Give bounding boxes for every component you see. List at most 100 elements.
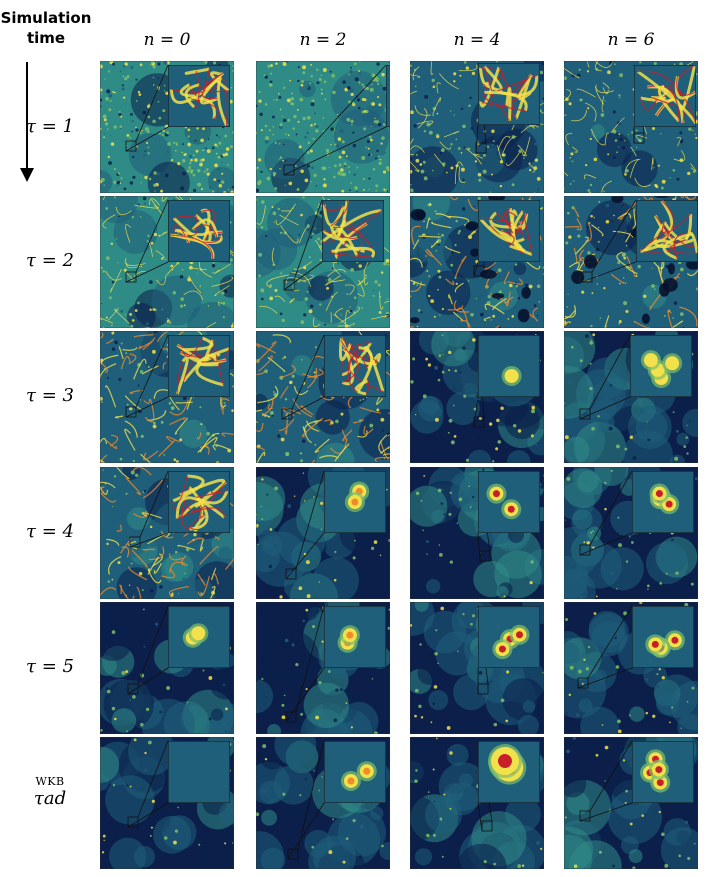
panel-r5-c2 — [256, 602, 390, 734]
zoom-source-square — [473, 416, 485, 428]
zoom-inset — [478, 335, 540, 397]
wkb-tau: τad — [33, 788, 67, 809]
zoom-inset — [478, 741, 540, 803]
row-label-tau5: τ = 5 — [26, 656, 74, 677]
panel-r6-c1 — [100, 737, 234, 869]
zoom-connector — [287, 740, 325, 860]
zoom-connector — [285, 605, 325, 723]
zoom-source-square — [283, 164, 295, 176]
zoom-connector — [283, 64, 387, 176]
panel-r4-c3 — [410, 467, 544, 599]
time-arrow — [26, 62, 28, 170]
zoom-source-square — [579, 544, 591, 556]
zoom-connector — [125, 64, 169, 152]
zoom-inset — [324, 471, 386, 533]
zoom-inset — [168, 741, 230, 803]
panel-r3-c1 — [100, 331, 234, 463]
panel-r2-c2 — [256, 196, 390, 328]
time-arrow-head-icon — [20, 168, 34, 182]
simulation-time-label: Simulation time — [0, 8, 92, 48]
zoom-source-square — [577, 677, 589, 689]
zoom-connector — [579, 740, 633, 822]
column-label-n2: n = 2 — [299, 30, 347, 50]
zoom-source-square — [287, 848, 299, 860]
panel-r2-c1 — [100, 196, 234, 328]
zoom-connector — [579, 334, 631, 420]
panel-r1-c1 — [100, 61, 234, 193]
panel-r3-c4 — [564, 331, 698, 463]
column-label-n0: n = 0 — [143, 30, 191, 50]
panel-r3-c3 — [410, 331, 544, 463]
row-label-tau3: τ = 3 — [26, 385, 74, 406]
zoom-inset — [168, 65, 230, 127]
panel-r1-c3 — [410, 61, 544, 193]
zoom-inset — [632, 471, 694, 533]
zoom-source-square — [579, 408, 591, 420]
panel-r3-c2 — [256, 331, 390, 463]
zoom-inset — [168, 335, 230, 397]
zoom-inset — [386, 65, 390, 127]
zoom-inset — [632, 606, 694, 668]
panel-r5-c1 — [100, 602, 234, 734]
zoom-inset — [478, 606, 540, 668]
wkb-prefix: WKB — [35, 775, 65, 788]
panel-r6-c2 — [256, 737, 390, 869]
zoom-inset — [630, 335, 692, 397]
zoom-connector — [127, 605, 169, 695]
zoom-source-square — [129, 536, 141, 548]
row-label-tau1: τ = 1 — [26, 116, 74, 137]
zoom-inset — [168, 471, 230, 533]
zoom-connector — [125, 334, 169, 418]
zoom-source-square — [125, 271, 137, 283]
zoom-source-square — [127, 816, 139, 828]
zoom-inset — [634, 65, 696, 127]
zoom-source-square — [579, 810, 591, 822]
zoom-inset — [478, 63, 540, 125]
panel-r6-c3 — [410, 737, 544, 869]
zoom-inset — [168, 200, 230, 262]
row-label-tau4: τ = 4 — [26, 521, 74, 542]
panel-r2-c4 — [564, 196, 698, 328]
panel-r4-c4 — [564, 467, 698, 599]
panel-r1-c4 — [564, 61, 698, 193]
zoom-source-square — [581, 271, 593, 283]
zoom-source-square — [285, 568, 297, 580]
zoom-inset — [636, 200, 698, 262]
column-label-n6: n = 6 — [607, 30, 655, 50]
zoom-inset — [322, 200, 384, 262]
panel-r1-c2 — [256, 61, 390, 193]
zoom-source-square — [125, 140, 137, 152]
zoom-inset — [478, 471, 540, 533]
row-label-wkb: WKB τad — [8, 775, 92, 809]
zoom-connector — [579, 470, 633, 556]
zoom-connector — [577, 605, 633, 689]
zoom-connector — [283, 199, 323, 291]
zoom-source-square — [473, 265, 485, 277]
zoom-source-square — [283, 279, 295, 291]
header-line1: Simulation — [0, 9, 92, 27]
zoom-inset — [168, 606, 230, 668]
zoom-connector — [281, 334, 325, 420]
zoom-inset — [478, 200, 540, 262]
zoom-source-square — [285, 711, 297, 723]
panel-r5-c3 — [410, 602, 544, 734]
zoom-inset — [324, 741, 386, 803]
panel-r2-c3 — [410, 196, 544, 328]
panel-r4-c1 — [100, 467, 234, 599]
zoom-source-square — [477, 683, 489, 695]
zoom-inset — [324, 606, 386, 668]
row-label-tau2: τ = 2 — [26, 250, 74, 271]
panel-r6-c4 — [564, 737, 698, 869]
zoom-inset — [324, 335, 386, 397]
panel-r4-c2 — [256, 467, 390, 599]
zoom-source-square — [127, 683, 139, 695]
zoom-source-square — [281, 408, 293, 420]
zoom-source-square — [125, 406, 137, 418]
zoom-connector — [125, 199, 169, 283]
column-label-n4: n = 4 — [453, 30, 501, 50]
panel-r5-c4 — [564, 602, 698, 734]
header-line2: time — [26, 29, 66, 47]
zoom-inset — [632, 741, 694, 803]
zoom-source-square — [481, 820, 493, 832]
